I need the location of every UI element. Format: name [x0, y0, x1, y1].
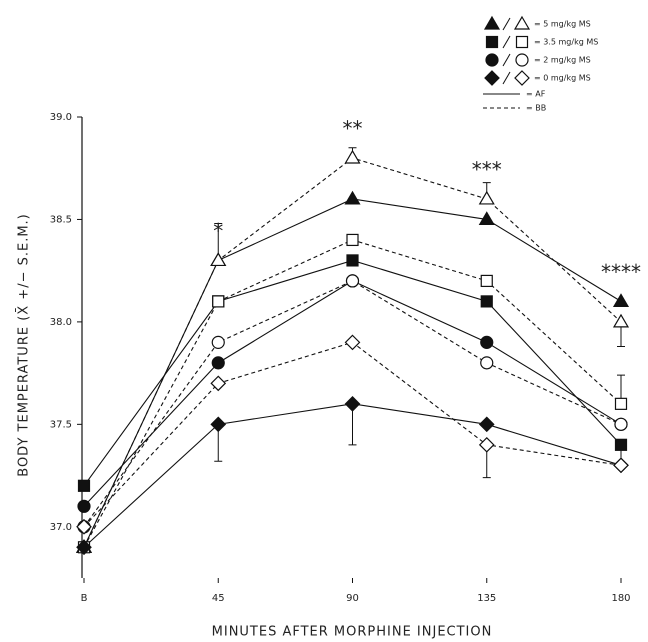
marker — [77, 479, 91, 492]
marker — [515, 35, 529, 49]
marker — [614, 397, 628, 410]
marker — [212, 295, 225, 308]
y-tick-label: 37.5 — [50, 419, 72, 430]
marker — [345, 274, 360, 288]
marker — [614, 438, 628, 451]
y-tick-label: 38.5 — [50, 214, 72, 225]
x-tick-label: B — [81, 593, 88, 604]
marker — [478, 436, 495, 453]
legend-label: = 5 mg/kg MS — [534, 20, 591, 29]
x-tick-label: 45 — [212, 593, 225, 604]
marker — [76, 518, 92, 535]
y-tick-label: 37.0 — [50, 522, 72, 533]
marker — [480, 274, 493, 288]
marker — [478, 211, 495, 226]
marker — [344, 395, 361, 412]
legend-slash — [502, 71, 511, 85]
x-tick-label: 180 — [611, 593, 630, 604]
marker — [612, 313, 630, 328]
marker — [485, 53, 499, 67]
marker — [480, 295, 493, 308]
marker — [613, 457, 629, 474]
marker — [483, 15, 501, 30]
annotation: ** — [343, 116, 363, 140]
marker — [480, 356, 494, 370]
marker — [210, 375, 227, 392]
legend-slash — [502, 35, 511, 49]
legend-label: = 0 mg/kg MS — [534, 74, 591, 83]
marker — [346, 233, 359, 247]
line — [83, 280, 622, 528]
y-axis-title: BODY TEMPERATURE (X̄ +/− S.E.M.) — [16, 213, 31, 477]
annotation: * — [213, 219, 223, 243]
marker — [478, 190, 495, 205]
legend-label: = 3.5 mg/kg MS — [534, 38, 598, 47]
marker — [614, 417, 628, 431]
marker — [344, 149, 361, 164]
y-tick-label: 39.0 — [50, 112, 72, 123]
marker — [346, 254, 359, 267]
marker — [211, 356, 225, 370]
marker — [514, 70, 530, 86]
annotation: **** — [601, 260, 641, 284]
marker — [513, 15, 531, 30]
legend-slash — [502, 53, 511, 67]
marker — [211, 335, 225, 349]
marker — [77, 499, 91, 513]
marker — [484, 70, 500, 86]
marker — [515, 53, 529, 67]
legend-label: = AF — [526, 90, 546, 99]
legend-slash — [502, 17, 511, 31]
x-tick-label: 90 — [346, 593, 359, 604]
marker — [612, 293, 630, 307]
y-tick-label: 38.0 — [50, 317, 72, 328]
line — [83, 157, 622, 548]
x-axis-title: MINUTES AFTER MORPHINE INJECTION — [212, 625, 493, 640]
marker — [480, 335, 494, 349]
marker — [210, 416, 227, 433]
marker — [76, 539, 92, 556]
marker — [485, 35, 499, 49]
marker — [344, 190, 361, 205]
x-tick-label: 135 — [477, 593, 496, 604]
line — [83, 259, 622, 487]
marker — [210, 252, 227, 267]
line — [83, 198, 622, 548]
legend-label: = 2 mg/kg MS — [534, 56, 591, 65]
line — [83, 280, 622, 507]
marker — [344, 334, 361, 351]
marker — [478, 416, 495, 433]
annotation: *** — [472, 157, 502, 181]
legend-label: = BB — [526, 104, 546, 113]
